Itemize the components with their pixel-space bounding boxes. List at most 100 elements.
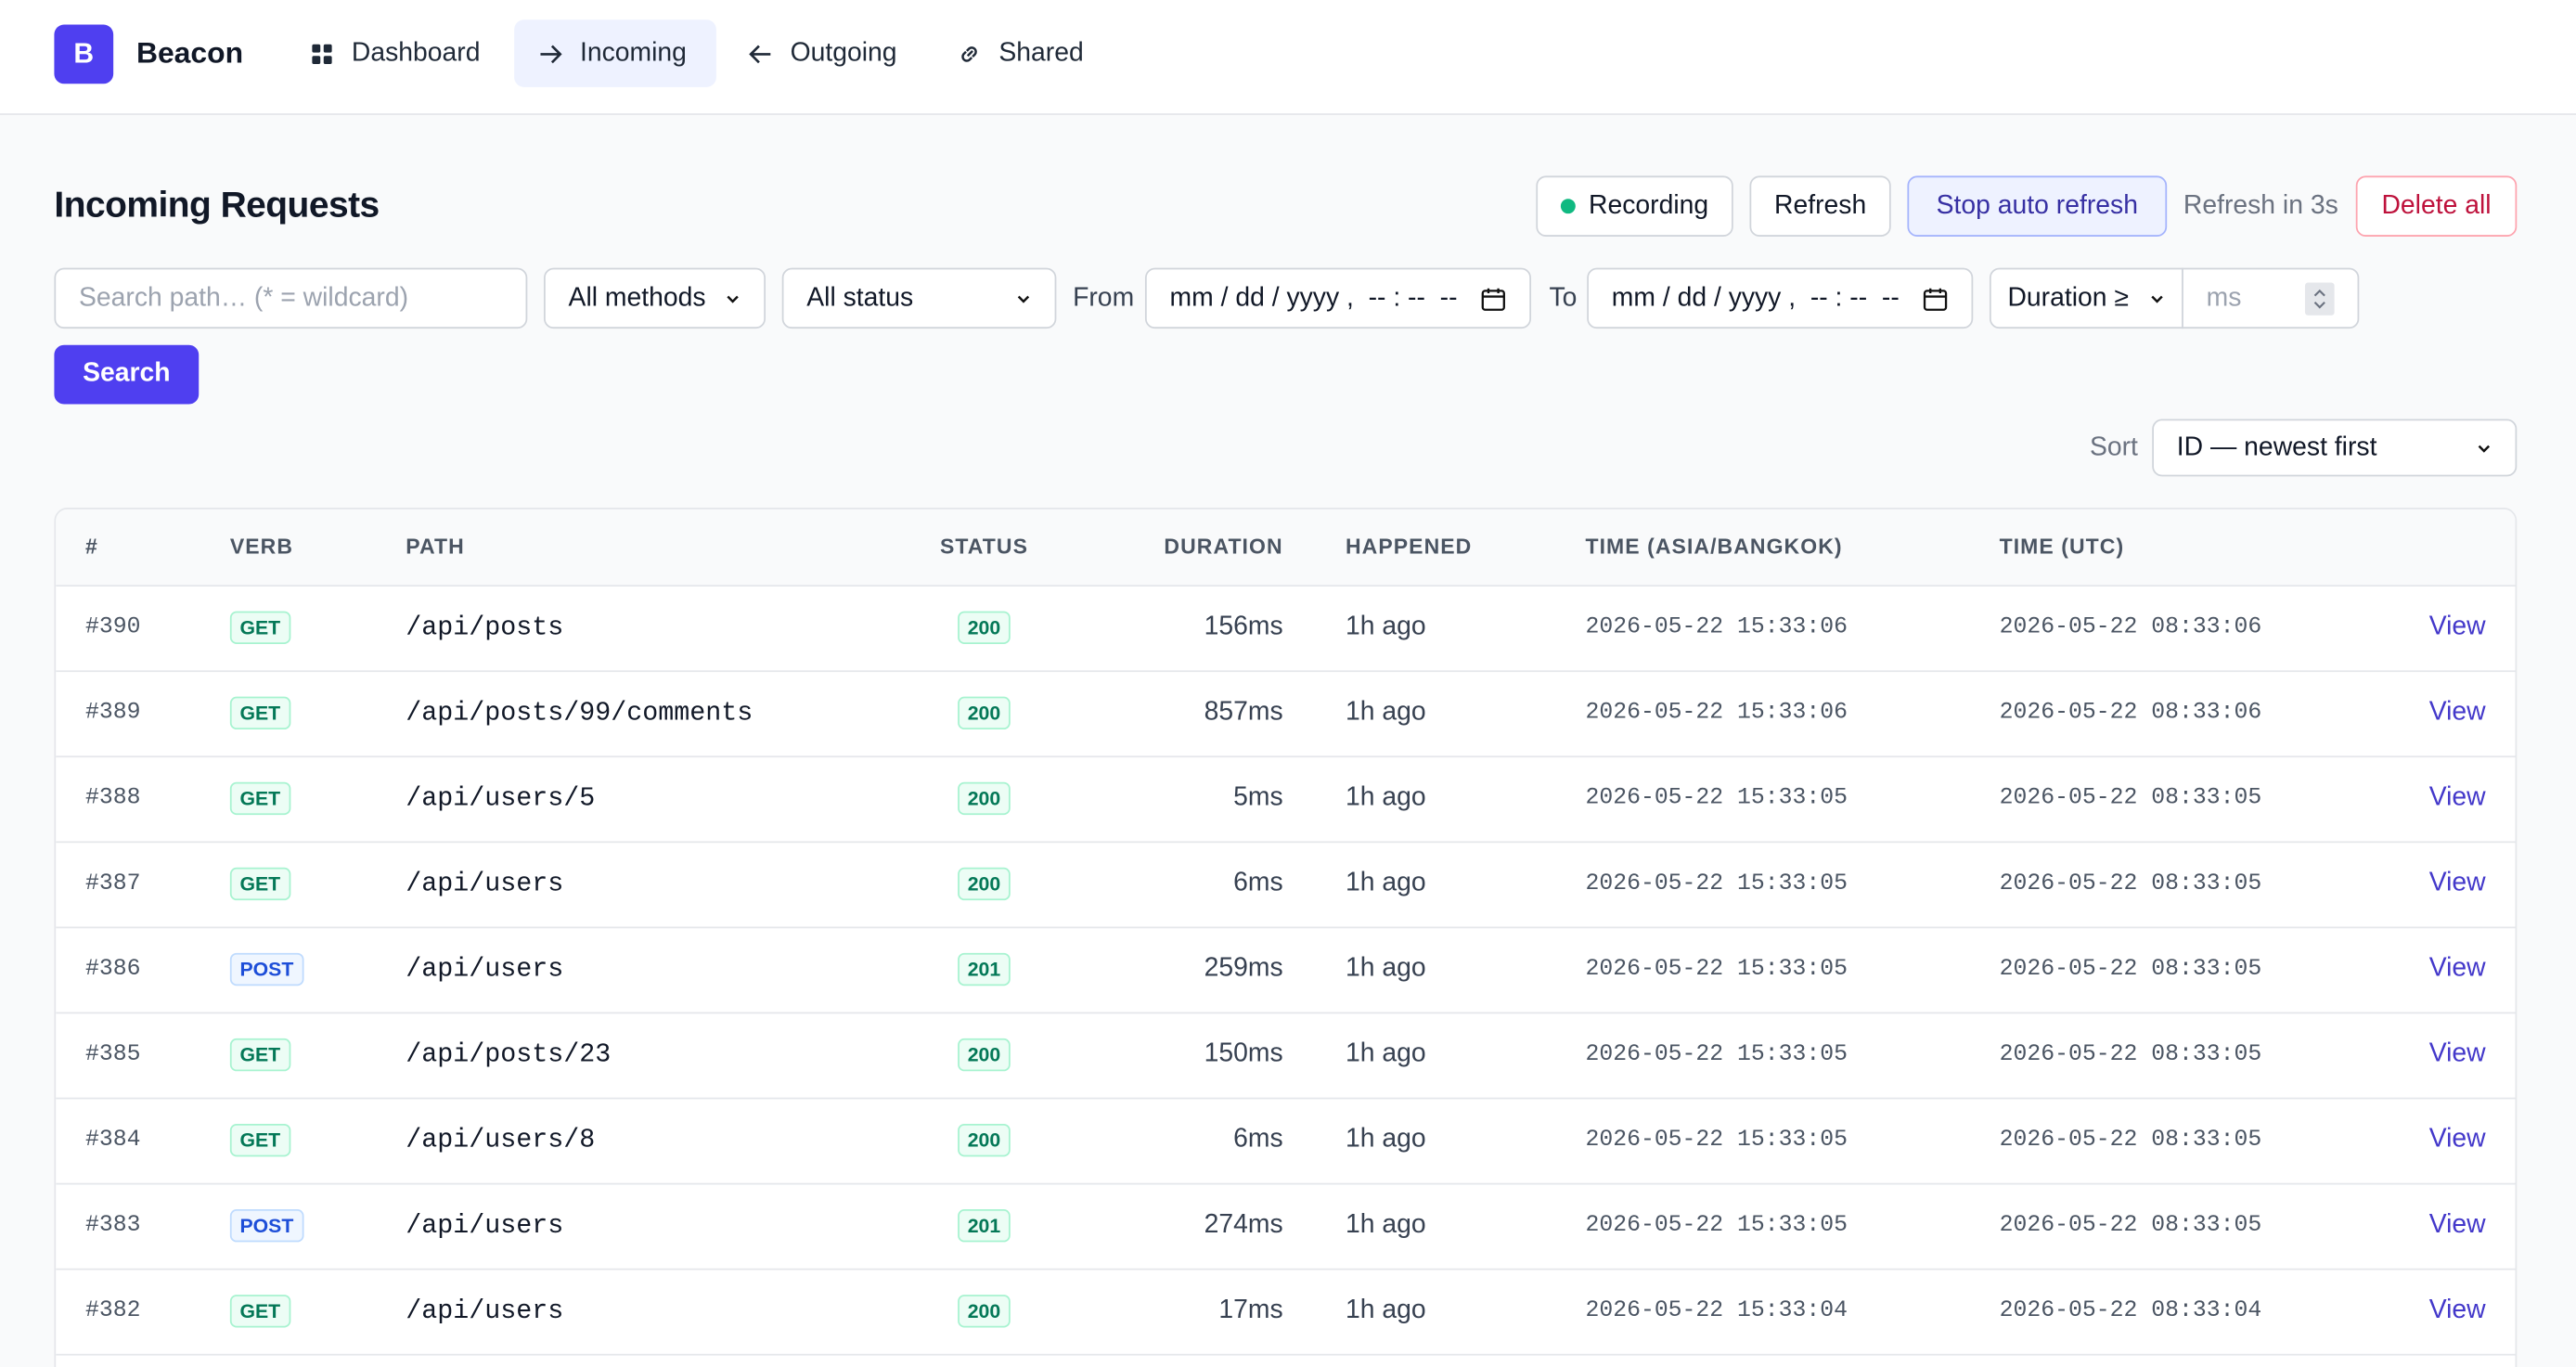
- button-label: Stop auto refresh: [1936, 191, 2138, 220]
- nav-label: Shared: [998, 38, 1084, 67]
- time-utc: 2026-05-22 08:33:05: [1999, 870, 2262, 897]
- status-badge: 200: [958, 781, 1011, 816]
- view-link[interactable]: View: [2428, 698, 2486, 727]
- path: /api/users: [406, 869, 564, 899]
- nav-item-active[interactable]: Incoming: [514, 19, 716, 87]
- view-link[interactable]: View: [2428, 1125, 2486, 1154]
- time-local: 2026-05-22 15:33:04: [1585, 1297, 1848, 1324]
- from-label: From: [1073, 284, 1135, 313]
- from-date-input[interactable]: mm / dd / yyyy , -- : -- --: [1144, 267, 1532, 329]
- time-local: 2026-05-22 15:33:05: [1585, 1041, 1848, 1068]
- column-header: TIME (UTC): [1999, 534, 2125, 559]
- view-link[interactable]: View: [2428, 869, 2486, 897]
- delete-all-button[interactable]: Delete all: [2355, 175, 2518, 237]
- view-link[interactable]: View: [2428, 783, 2486, 812]
- happened: 1h ago: [1345, 1296, 1426, 1324]
- refresh-button[interactable]: Refresh: [1749, 175, 1891, 237]
- verb-badge: GET: [229, 1295, 290, 1328]
- status-select[interactable]: All status: [781, 267, 1057, 329]
- table-row: #389 GET/api/posts/99/comments 200 857ms 1h …: [56, 670, 2516, 758]
- sort-select[interactable]: ID — newest first: [2152, 419, 2518, 477]
- duration-input[interactable]: ms: [2182, 267, 2360, 329]
- nav-item[interactable]: Outgoing: [725, 19, 921, 87]
- view-link[interactable]: View: [2428, 613, 2486, 641]
- happened: 1h ago: [1345, 1125, 1426, 1154]
- calendar-icon: [1481, 287, 1505, 310]
- status-badge: 200: [958, 867, 1011, 901]
- time-utc: 2026-05-22 08:33:05: [1999, 956, 2262, 983]
- table-row: #384 GET/api/users/8 200 6ms 1h ago 2026-05-2…: [56, 1098, 2516, 1185]
- table-row: #386 POST/api/users 201 259ms 1h ago 2026-05-…: [56, 927, 2516, 1014]
- status-badge: 201: [958, 1209, 1011, 1243]
- select-value: Duration ≥: [2007, 283, 2129, 312]
- table-row: #383 POST/api/users 201 274ms 1h ago 2026-05-…: [56, 1183, 2516, 1270]
- date-placeholder: mm / dd / yyyy , -- : -- --: [1169, 283, 1458, 312]
- logo[interactable]: B: [54, 24, 114, 84]
- column-header: STATUS: [939, 534, 1028, 559]
- search-input[interactable]: Search path… (* = wildcard): [54, 267, 528, 329]
- duration: 156ms: [1204, 613, 1283, 641]
- time-utc: 2026-05-22 08:33:05: [1999, 1212, 2262, 1239]
- time-local: 2026-05-22 15:33:05: [1585, 956, 1848, 983]
- link-icon: [961, 45, 977, 61]
- placeholder: Search path… (* = wildcard): [78, 283, 409, 312]
- duration-operator-select[interactable]: Duration ≥: [1989, 267, 2183, 329]
- search-button[interactable]: Search: [54, 344, 200, 405]
- sort-label: Sort: [2089, 433, 2138, 462]
- button-label: Recording: [1589, 191, 1709, 220]
- view-link[interactable]: View: [2428, 1039, 2486, 1068]
- refresh-countdown: Refresh in 3s: [2183, 192, 2338, 221]
- method-select[interactable]: All methods: [544, 267, 766, 329]
- duration: 6ms: [1233, 869, 1283, 897]
- requests-table: # VERB PATH STATUS DURATION HAPPENED TIME (ASI…: [54, 508, 2518, 1367]
- request-id: #383: [85, 1212, 141, 1239]
- table-row: #390 GET/api/posts 200 156ms 1h ago 2026-05-2…: [56, 585, 2516, 673]
- request-id: #388: [85, 785, 141, 812]
- happened: 1h ago: [1345, 869, 1426, 897]
- path: /api/users/5: [406, 783, 596, 814]
- time-utc: 2026-05-22 08:33:04: [1999, 1297, 2262, 1324]
- view-link[interactable]: View: [2428, 954, 2486, 983]
- status-badge: 201: [958, 952, 1011, 987]
- verb-badge: POST: [229, 1209, 303, 1243]
- nav-label: Incoming: [579, 38, 687, 67]
- chevron: [2151, 294, 2163, 303]
- verb-badge: GET: [229, 781, 290, 816]
- brand[interactable]: Beacon: [135, 35, 244, 70]
- to-date-input[interactable]: mm / dd / yyyy , -- : -- --: [1587, 267, 1974, 329]
- view-link[interactable]: View: [2428, 1296, 2486, 1324]
- outgoing-icon: [749, 44, 771, 63]
- status-badge: 200: [958, 1295, 1011, 1328]
- path: /api/users: [406, 954, 564, 985]
- happened: 1h ago: [1345, 954, 1426, 983]
- status-badge: 200: [958, 1123, 1011, 1157]
- date-placeholder: mm / dd / yyyy , -- : -- --: [1611, 283, 1900, 312]
- stop-auto-refresh-button[interactable]: Stop auto refresh: [1907, 175, 2168, 237]
- happened: 1h ago: [1345, 613, 1426, 641]
- nav-item[interactable]: Dashboard: [286, 19, 503, 87]
- incoming-icon: [540, 44, 562, 63]
- column-header: VERB: [229, 534, 294, 559]
- recording-button[interactable]: Recording: [1536, 175, 1733, 237]
- time-local: 2026-05-22 15:33:05: [1585, 870, 1848, 897]
- table-row: #388 GET/api/users/5 200 5ms 1h ago 2026-05-2…: [56, 755, 2516, 844]
- duration: 857ms: [1204, 698, 1283, 727]
- nav-label: Outgoing: [790, 38, 897, 67]
- happened: 1h ago: [1345, 783, 1426, 812]
- button-label: Delete all: [2381, 191, 2492, 220]
- table-row: #385 GET/api/posts/23 200 150ms 1h ago 2026-0…: [56, 1012, 2516, 1100]
- time-utc: 2026-05-22 08:33:05: [1999, 785, 2262, 812]
- verb-badge: GET: [229, 696, 290, 730]
- status-badge: 200: [958, 611, 1011, 644]
- view-link[interactable]: View: [2428, 1210, 2486, 1239]
- column-header: HAPPENED: [1345, 534, 1473, 559]
- nav-item[interactable]: Shared: [934, 19, 1107, 87]
- time-local: 2026-05-22 15:33:06: [1585, 700, 1848, 727]
- path: /api/users: [406, 1210, 564, 1241]
- request-id: #382: [85, 1297, 141, 1324]
- select-value: ID — newest first: [2176, 432, 2377, 461]
- calendar-icon: [1923, 287, 1948, 310]
- request-id: #390: [85, 614, 141, 641]
